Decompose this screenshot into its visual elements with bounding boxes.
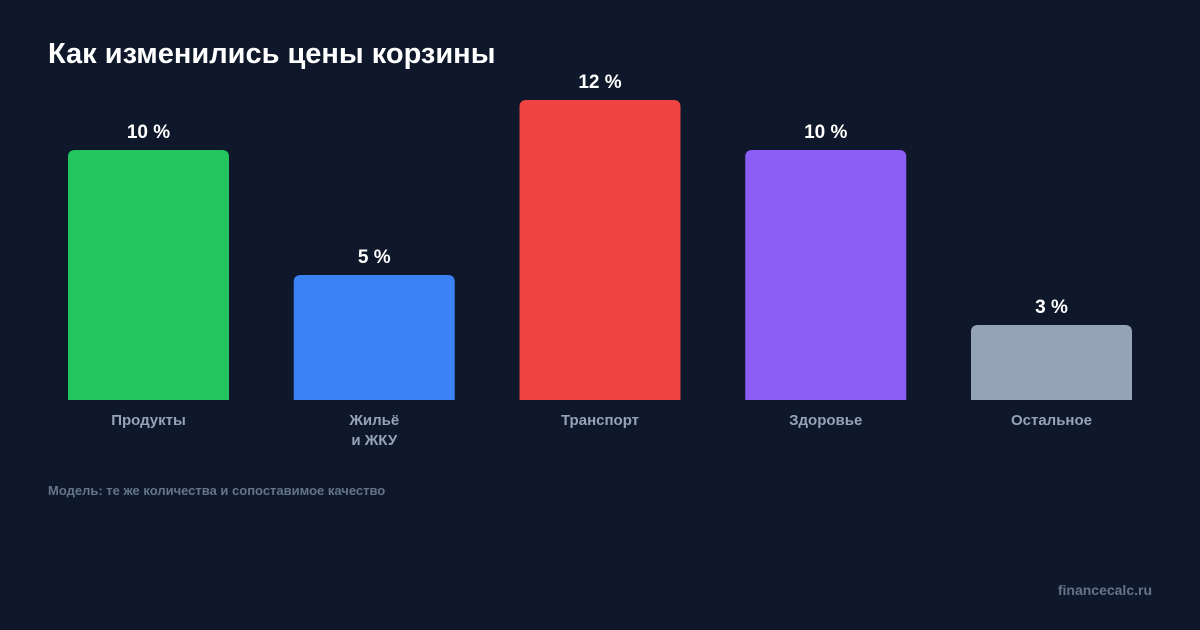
value-label-5: 3 % bbox=[1035, 297, 1068, 318]
category-label-5: Остальное bbox=[1011, 412, 1092, 429]
bar-4 bbox=[745, 150, 907, 400]
category-label-2: Жильё и ЖКУ bbox=[348, 412, 399, 449]
category-label-3: Транспорт bbox=[561, 412, 639, 429]
value-label-2: 5 % bbox=[358, 247, 391, 268]
value-label-3: 12 % bbox=[578, 72, 621, 93]
bar-2 bbox=[293, 275, 455, 400]
value-label-1: 10 % bbox=[127, 122, 170, 143]
value-label-4: 10 % bbox=[804, 122, 847, 143]
chart-footnote: Модель: те же количества и сопоставимое … bbox=[48, 483, 386, 498]
bar-chart: 10 % Продукты 5 % Жильё и ЖКУ 12 % Транспорт 10… bbox=[68, 72, 1132, 449]
bar-1 bbox=[68, 150, 229, 400]
source-label: financecalc.ru bbox=[1057, 582, 1152, 598]
bar-3 bbox=[519, 100, 681, 400]
category-label-1: Продукты bbox=[111, 412, 186, 429]
bar-5 bbox=[971, 325, 1132, 400]
chart-title: Как изменились цены корзины bbox=[48, 38, 496, 70]
category-label-4: Здоровье bbox=[789, 412, 862, 429]
